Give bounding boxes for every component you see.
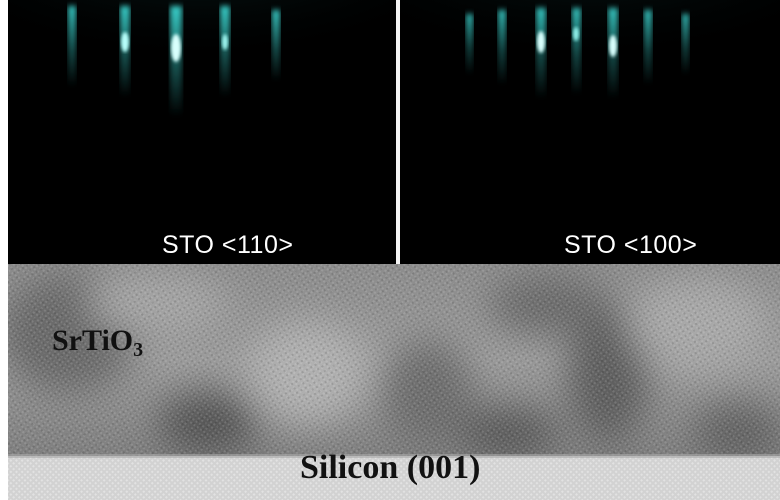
rheed-pattern-100 <box>400 0 780 264</box>
rheed-panel-100: STO <100> <box>400 0 780 264</box>
tem-micrograph <box>8 264 780 500</box>
rheed-label-100: STO <100> <box>564 231 698 259</box>
rheed-label-110: STO <110> <box>162 231 294 259</box>
srtio3-label-subscript: 3 <box>133 339 144 361</box>
interface-line <box>8 454 780 458</box>
rheed-panel-110: STO <110> <box>8 0 396 264</box>
silicon-label: Silicon (001) <box>300 449 481 486</box>
composite-figure: STO <110> <box>8 0 780 500</box>
srtio3-label: SrTiO3 <box>52 324 143 362</box>
rheed-streaks-110 <box>68 6 280 116</box>
panel-divider <box>396 0 400 264</box>
srtio3-label-main: SrTiO <box>52 324 134 357</box>
rheed-pattern-110 <box>8 0 396 264</box>
rheed-streaks-100 <box>466 8 689 98</box>
tem-cross-section: SrTiO3 Silicon (001) <box>8 264 780 500</box>
